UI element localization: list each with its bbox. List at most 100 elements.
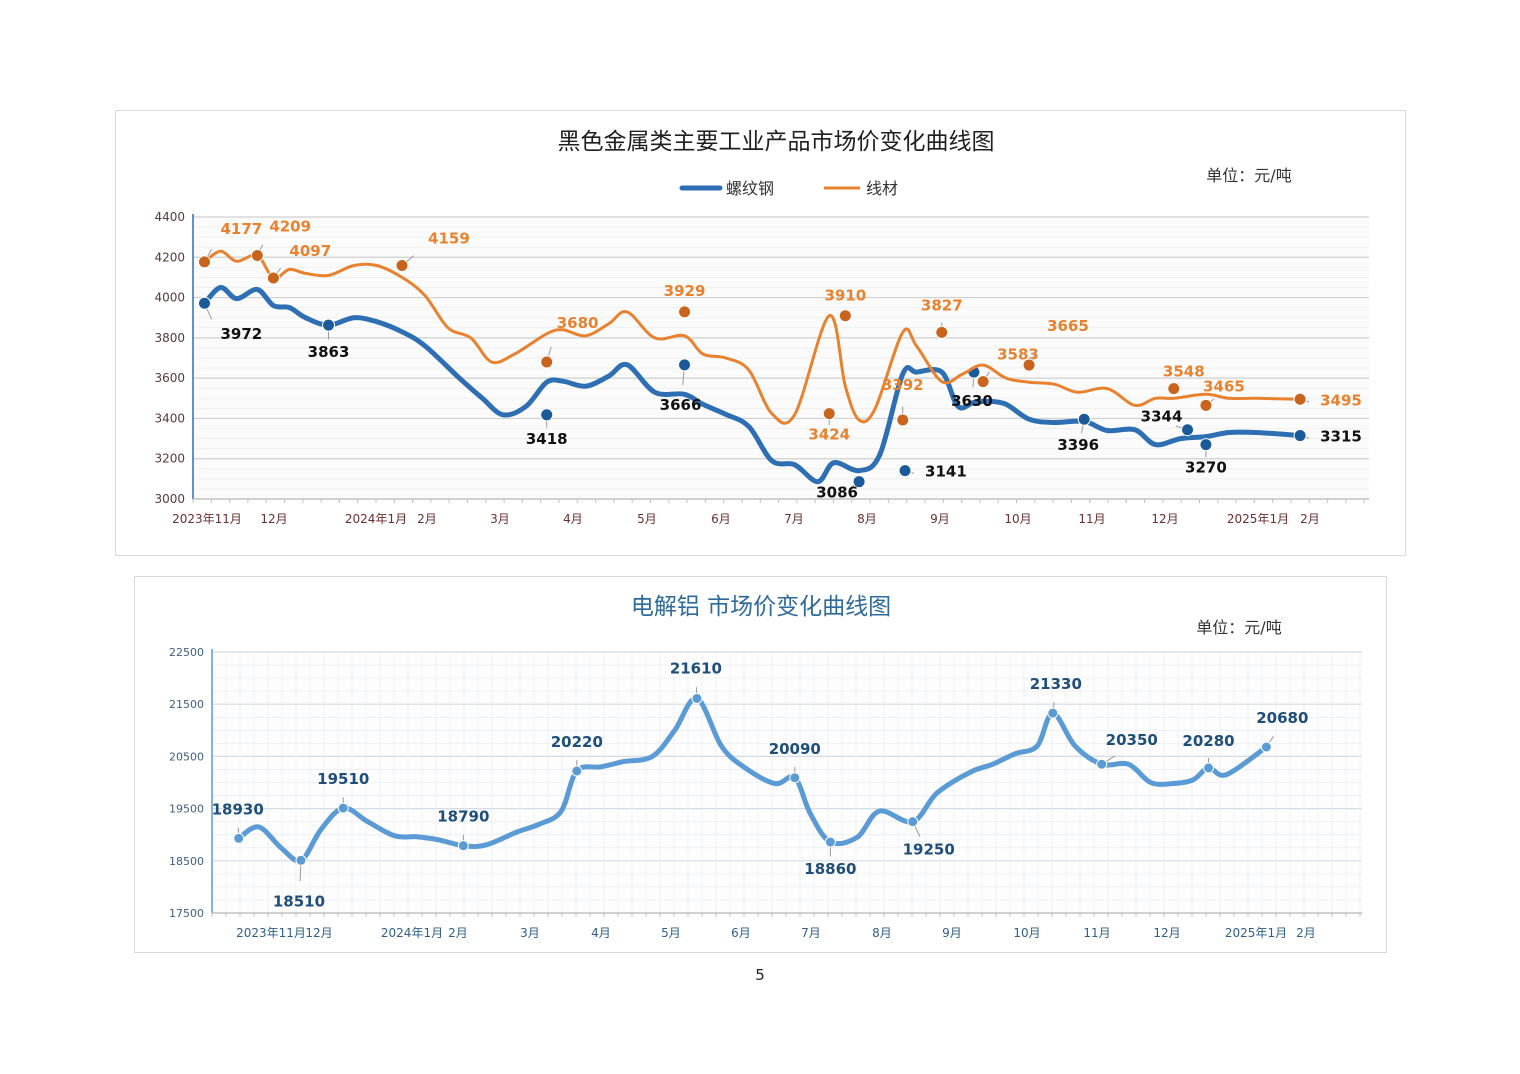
- y-tick-label: 3200: [154, 452, 185, 466]
- steel-price-chart: 黑色金属类主要工业产品市场价变化曲线图 单位：元/吨 螺纹钢 线材 3000 32…: [154, 129, 1369, 526]
- data-label: 3392: [882, 376, 924, 394]
- data-point: [1260, 741, 1272, 753]
- data-label: 3666: [660, 396, 702, 414]
- x-tick-label: 9月: [930, 512, 950, 526]
- data-label: 3418: [526, 430, 568, 448]
- data-point: [197, 296, 211, 310]
- data-point: [1293, 392, 1307, 406]
- data-label: 20220: [551, 733, 603, 751]
- data-label: 21330: [1030, 675, 1082, 693]
- data-label: 3929: [664, 282, 706, 300]
- data-point: [1199, 438, 1213, 452]
- data-label: 18510: [273, 892, 325, 910]
- data-point: [1077, 412, 1091, 426]
- x-tick-label: 12月: [305, 926, 332, 940]
- data-point: [1096, 758, 1108, 770]
- data-point: [824, 836, 836, 848]
- x-tick-label: 12月: [1153, 926, 1180, 940]
- x-tick-label: 2月: [1296, 926, 1316, 940]
- data-point: [1167, 382, 1181, 396]
- x-tick-label: 4月: [563, 512, 583, 526]
- data-point: [337, 802, 349, 814]
- data-point: [1022, 358, 1036, 372]
- x-tick-label: 9月: [942, 926, 962, 940]
- chart-title: 电解铝 市场价变化曲线图: [631, 594, 891, 620]
- data-point: [1203, 762, 1215, 774]
- x-tick-label: 2024年1月: [345, 512, 407, 526]
- data-label: 3344: [1141, 408, 1183, 426]
- aluminum-chart-panel: 电解铝 市场价变化曲线图 单位：元/吨 17500 18500 19500 20500…: [134, 576, 1387, 953]
- data-label: 20680: [1256, 709, 1308, 727]
- y-tick-label: 4000: [154, 291, 185, 305]
- data-point: [233, 832, 245, 844]
- data-point: [898, 464, 912, 478]
- data-point: [540, 408, 554, 422]
- data-label: 3270: [1185, 459, 1227, 477]
- unit-label: 单位：元/吨: [1196, 618, 1281, 637]
- y-tick-label: 3600: [154, 371, 185, 385]
- x-tick-label: 3月: [520, 926, 540, 940]
- data-label: 18860: [804, 860, 856, 878]
- data-label: 4097: [289, 242, 331, 260]
- data-label: 21610: [670, 659, 722, 677]
- y-tick-label: 19500: [169, 803, 204, 816]
- data-point: [976, 375, 990, 389]
- x-tick-label: 2023年11月: [172, 512, 242, 526]
- data-label: 3465: [1203, 377, 1245, 395]
- data-label: 18930: [212, 800, 264, 818]
- x-tick-label: 11月: [1083, 926, 1110, 940]
- x-tick-label: 3月: [490, 512, 510, 526]
- data-point: [907, 816, 919, 828]
- data-label: 3972: [220, 325, 262, 343]
- x-tick-label: 2月: [448, 926, 468, 940]
- data-point: [197, 255, 211, 269]
- legend-label-rebar: 螺纹钢: [726, 179, 774, 198]
- legend-label-wire: 线材: [866, 179, 898, 198]
- data-point: [457, 840, 469, 852]
- x-tick-label: 10月: [1013, 926, 1040, 940]
- data-point: [789, 772, 801, 784]
- x-tick-label: 7月: [801, 926, 821, 940]
- x-tick-label: 5月: [637, 512, 657, 526]
- x-tick-label: 8月: [857, 512, 877, 526]
- aluminum-price-chart: 电解铝 市场价变化曲线图 单位：元/吨 17500 18500 19500 20500…: [169, 594, 1362, 940]
- x-tick-label: 2月: [417, 512, 437, 526]
- data-point: [678, 358, 692, 372]
- data-point: [1181, 423, 1195, 437]
- y-tick-label: 3000: [154, 492, 185, 506]
- data-label: 20280: [1182, 732, 1234, 750]
- unit-label: 单位：元/吨: [1206, 166, 1291, 185]
- data-point: [1199, 398, 1213, 412]
- data-label: 19250: [903, 841, 955, 859]
- data-label: 3548: [1163, 363, 1205, 381]
- x-tick-label: 6月: [731, 926, 751, 940]
- x-tick-label: 11月: [1078, 512, 1105, 526]
- data-label: 3630: [951, 392, 993, 410]
- data-label: 3495: [1320, 391, 1362, 409]
- x-tick-label: 12月: [1151, 512, 1178, 526]
- data-label: 3665: [1047, 317, 1089, 335]
- data-point: [266, 271, 280, 285]
- series-line-0: [236, 695, 1269, 864]
- steel-chart-panel: 黑色金属类主要工业产品市场价变化曲线图 单位：元/吨 螺纹钢 线材 3000 32…: [115, 110, 1406, 556]
- data-label: 18790: [437, 808, 489, 826]
- data-point: [935, 325, 949, 339]
- x-tick-label: 8月: [872, 926, 892, 940]
- data-point: [838, 309, 852, 323]
- x-tick-label: 10月: [1004, 512, 1031, 526]
- data-point: [395, 259, 409, 273]
- data-label: 3141: [925, 463, 967, 481]
- x-tick-label: 7月: [784, 512, 804, 526]
- data-point: [1293, 429, 1307, 443]
- data-point: [250, 248, 264, 262]
- data-label: 3827: [921, 296, 963, 314]
- plot-area: 3000 3200 3400 3600 3800 4000 4200 4400 2023年11月…: [154, 210, 1369, 526]
- data-point: [678, 305, 692, 319]
- data-point: [896, 413, 910, 427]
- page-number: 5: [755, 966, 765, 984]
- data-point: [691, 692, 703, 704]
- y-tick-label: 21500: [169, 698, 204, 711]
- data-label: 20350: [1106, 731, 1158, 749]
- y-tick-label: 3800: [154, 331, 185, 345]
